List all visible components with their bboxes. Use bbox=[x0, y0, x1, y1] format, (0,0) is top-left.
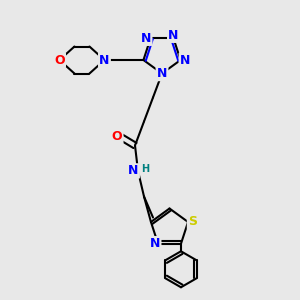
Text: N: N bbox=[128, 164, 139, 178]
Text: N: N bbox=[168, 29, 178, 42]
Text: S: S bbox=[188, 215, 197, 229]
Text: N: N bbox=[141, 32, 151, 45]
Text: H: H bbox=[141, 164, 150, 175]
Text: N: N bbox=[157, 67, 167, 80]
Text: N: N bbox=[180, 53, 190, 67]
Text: N: N bbox=[150, 237, 160, 250]
Text: N: N bbox=[99, 53, 110, 67]
Text: O: O bbox=[54, 53, 65, 67]
Text: O: O bbox=[112, 130, 122, 143]
